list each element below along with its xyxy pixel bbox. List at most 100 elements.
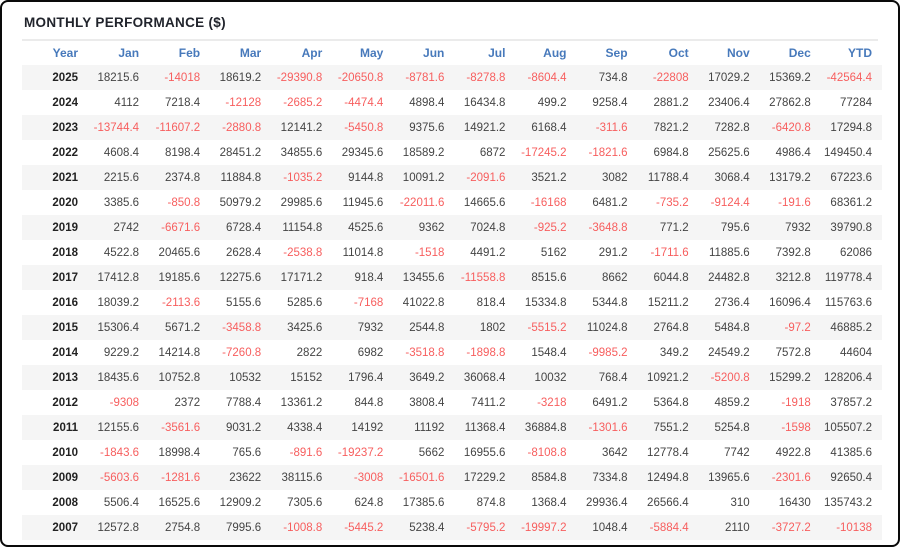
cell-aug: 3521.2: [531, 171, 567, 184]
cell-nov: -9124.4: [710, 196, 750, 209]
cell-feb: 2372: [174, 396, 201, 409]
cell-feb: -1281.6: [161, 471, 201, 484]
cell-feb: 14214.8: [158, 346, 201, 359]
cell-jan: -1843.6: [100, 446, 140, 459]
cell-sep: 3082: [601, 171, 628, 184]
cell-oct: 10921.2: [647, 371, 689, 384]
year-cell: 2024: [52, 96, 78, 109]
column-header-feb: Feb: [178, 46, 201, 60]
cell-mar: -3458.8: [222, 321, 262, 334]
cell-dec: 3212.8: [775, 271, 811, 284]
cell-sep: 6481.2: [592, 196, 628, 209]
cell-jul: -1898.8: [466, 346, 506, 359]
cell-jun: 11192: [414, 421, 445, 434]
cell-may: 624.8: [354, 496, 384, 509]
cell-jul: 874.8: [476, 496, 506, 509]
cell-apr: 34855.6: [280, 146, 323, 159]
cell-apr: 13361.2: [280, 396, 323, 409]
column-header-year: Year: [52, 46, 78, 60]
table-row: 2025 18215.6 -14018 18619.2 -29390.8 -20650.8…: [22, 65, 882, 90]
cell-ytd: 17294.8: [830, 121, 872, 134]
cell-feb: -14018: [164, 71, 201, 84]
cell-aug: 8515.6: [531, 271, 567, 284]
cell-oct: -22808: [652, 71, 689, 84]
cell-ytd: -10138: [836, 521, 872, 534]
cell-nov: 310: [730, 496, 750, 509]
monthly-performance-table: Year Jan Feb Mar Apr May Jun Jul Aug Sep Oct Nov Dec…: [22, 41, 882, 540]
cell-jun: 5238.4: [409, 521, 445, 534]
cell-dec: -97.2: [784, 321, 811, 334]
cell-jun: -16501.6: [398, 471, 445, 484]
cell-dec: 7932: [785, 221, 811, 234]
cell-apr: -1035.2: [283, 171, 323, 184]
cell-feb: -2113.6: [161, 296, 201, 309]
cell-dec: -1598: [781, 421, 811, 434]
cell-ytd: 46885.2: [830, 321, 872, 334]
cell-nov: 2110: [724, 521, 750, 534]
cell-feb: 16525.6: [158, 496, 201, 509]
cell-may: 9144.8: [348, 171, 384, 184]
table-row: 2013 18435.6 10752.8 10532 15152 1796.4 3649.2…: [22, 365, 882, 390]
cell-mar: 10532: [229, 371, 262, 384]
cell-dec: 7392.8: [775, 246, 811, 259]
cell-jun: 5662: [418, 446, 445, 459]
cell-jul: 7024.8: [470, 221, 506, 234]
cell-sep: 29936.4: [585, 496, 628, 509]
cell-feb: 2374.8: [164, 171, 201, 184]
cell-oct: 2881.2: [653, 96, 689, 109]
year-cell: 2017: [52, 271, 78, 284]
cell-jan: 15306.4: [97, 321, 140, 334]
cell-jul: 11368.4: [464, 421, 506, 434]
column-header-jun: Jun: [423, 46, 445, 60]
cell-aug: -5515.2: [527, 321, 567, 334]
cell-ytd: 37857.2: [830, 396, 872, 409]
cell-apr: 5285.6: [287, 296, 323, 309]
cell-ytd: 41385.6: [830, 446, 872, 459]
table-row: 2015 15306.4 5671.2 -3458.8 3425.6 7932 2544.8…: [22, 315, 882, 340]
year-cell: 2015: [52, 321, 78, 334]
column-header-may: May: [359, 46, 384, 60]
cell-sep: 291.2: [598, 246, 628, 259]
cell-jun: -3518.8: [405, 346, 445, 359]
cell-ytd: 115763.6: [824, 296, 872, 309]
cell-jun: 9362: [418, 221, 445, 234]
table-row: 2007 12572.8 2754.8 7995.6 -1008.8 -5445.2 523…: [22, 515, 882, 540]
cell-oct: 6984.8: [653, 146, 689, 159]
cell-may: 7932: [357, 321, 384, 334]
cell-nov: 5484.8: [714, 321, 750, 334]
cell-sep: -1301.6: [588, 421, 628, 434]
cell-jan: 12155.6: [97, 421, 140, 434]
cell-oct: 11788.4: [647, 171, 689, 184]
cell-may: -20650.8: [337, 71, 384, 84]
cell-ytd: 44604: [840, 346, 872, 359]
cell-ytd: 149450.4: [824, 146, 872, 159]
cell-ytd: -42564.4: [826, 71, 872, 84]
table-row: 2019 2742 -6671.6 6728.4 11154.8 4525.6 9362 70…: [22, 215, 882, 240]
cell-may: -4474.4: [344, 96, 384, 109]
cell-may: -3008: [353, 471, 384, 484]
cell-nov: 24549.2: [708, 346, 750, 359]
cell-mar: -12128: [225, 96, 262, 109]
cell-nov: 17029.2: [708, 71, 750, 84]
cell-jul: 7411.2: [471, 396, 506, 409]
table-row: 2014 9229.2 14214.8 -7260.8 2822 6982 -3518.8 -…: [22, 340, 882, 365]
cell-dec: 4922.8: [775, 446, 811, 459]
table-row: 2021 2215.6 2374.8 11884.8 -1035.2 9144.8 1009…: [22, 165, 882, 190]
cell-jun: 4898.4: [409, 96, 445, 109]
cell-nov: 5254.8: [714, 421, 750, 434]
cell-may: 11014.8: [342, 246, 384, 259]
year-cell: 2018: [52, 246, 78, 259]
cell-apr: 12141.2: [280, 121, 323, 134]
cell-may: -7168: [353, 296, 384, 309]
cell-mar: 18619.2: [219, 71, 262, 84]
cell-may: 29345.6: [341, 146, 384, 159]
cell-sep: -9985.2: [588, 346, 628, 359]
cell-oct: -735.2: [656, 196, 689, 209]
cell-sep: -311.6: [595, 121, 628, 134]
cell-ytd: 67223.6: [830, 171, 872, 184]
cell-sep: 7334.8: [592, 471, 628, 484]
cell-ytd: 119778.4: [824, 271, 872, 284]
cell-feb: 8198.4: [164, 146, 201, 159]
cell-oct: 15211.2: [647, 296, 689, 309]
cell-mar: 11884.8: [220, 171, 262, 184]
